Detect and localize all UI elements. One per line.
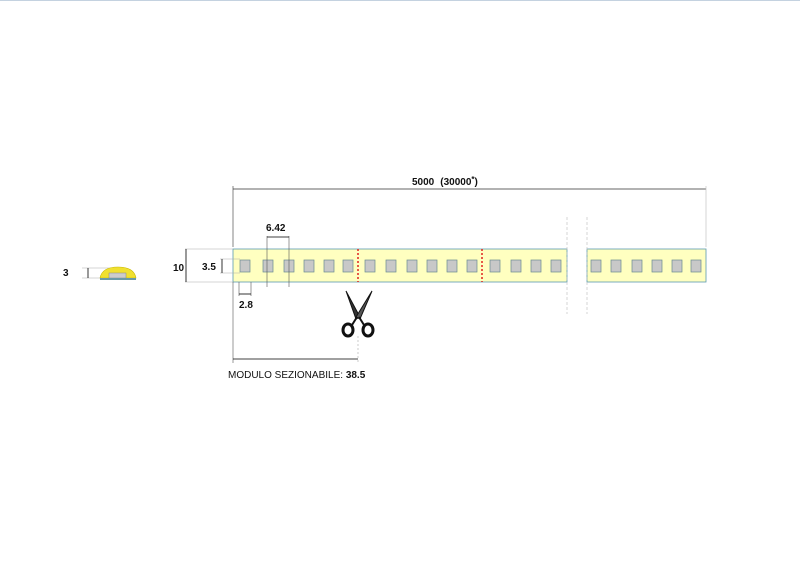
led-chip	[342, 259, 354, 273]
led-chip	[426, 259, 438, 273]
led-chip	[385, 259, 397, 273]
led-chip	[510, 259, 522, 273]
led-chip	[262, 259, 274, 273]
led-chip	[590, 259, 602, 273]
led-chip	[631, 259, 643, 273]
module-label: MODULO SEZIONABILE: 38.5	[228, 370, 366, 381]
led-chip	[364, 259, 376, 273]
led-chip	[690, 259, 702, 273]
led-chip	[489, 259, 501, 273]
led-gap-label: 2.8	[239, 300, 253, 311]
led-chip	[446, 259, 458, 273]
strip-profile	[82, 266, 137, 280]
total-length-label: 5000 (30000*)	[412, 175, 478, 188]
led-chip	[466, 259, 478, 273]
led-chip	[239, 259, 251, 273]
led-chip	[530, 259, 542, 273]
led-chip	[323, 259, 335, 273]
led-chip	[671, 259, 683, 273]
strip-segment-right	[586, 248, 707, 283]
led-chip	[406, 259, 418, 273]
width-label: 10	[173, 263, 185, 274]
led-chip	[303, 259, 315, 273]
led-pitch-label: 6.42	[266, 223, 286, 234]
scissors-icon	[341, 290, 375, 338]
led-chip	[550, 259, 562, 273]
led-chip	[651, 259, 663, 273]
led-size-label: 3.5	[202, 262, 216, 273]
profile-height-label: 3	[63, 268, 69, 279]
led-chip	[610, 259, 622, 273]
